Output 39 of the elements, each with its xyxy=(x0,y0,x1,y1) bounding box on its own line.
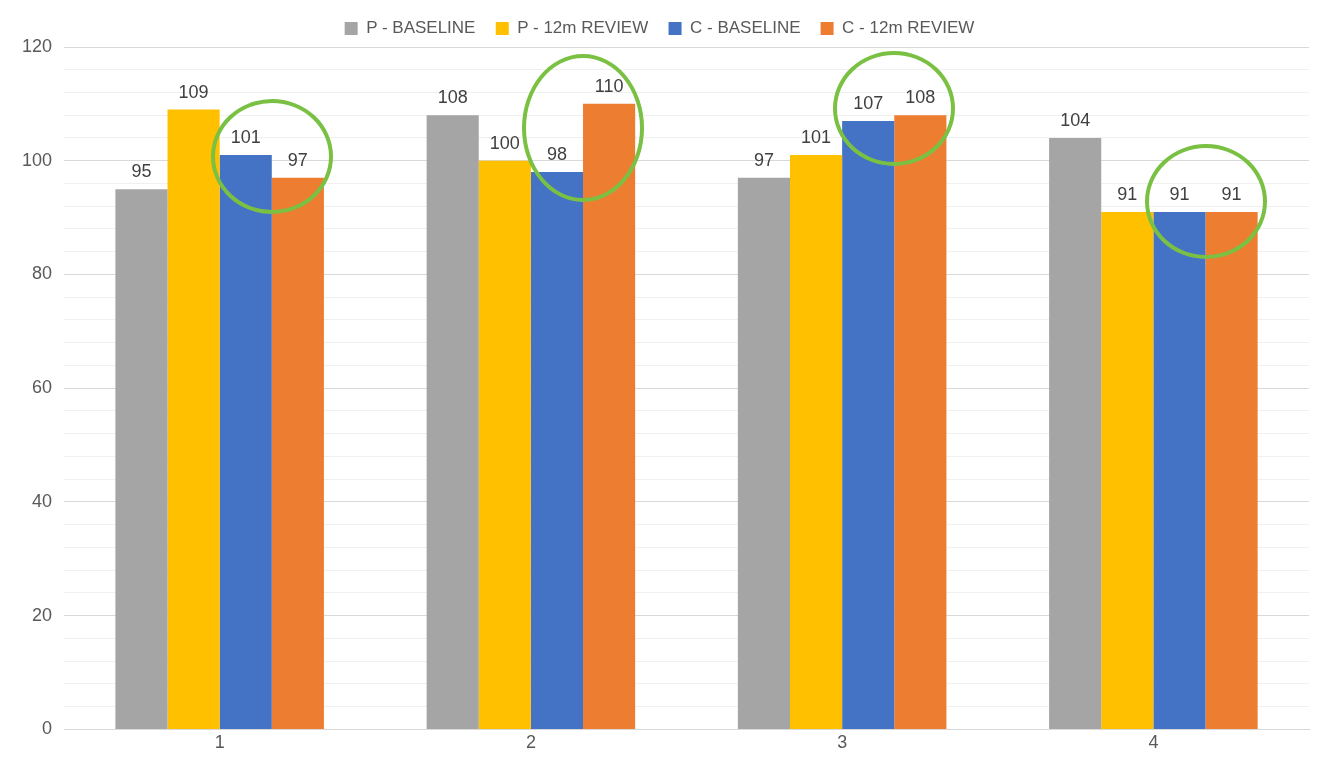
legend-label: P - BASELINE xyxy=(366,18,476,38)
y-tick-label: 60 xyxy=(32,377,53,398)
data-label: 97 xyxy=(287,149,308,170)
legend-label: C - BASELINE xyxy=(690,18,801,38)
data-label: 101 xyxy=(230,127,261,148)
y-tick-label: 0 xyxy=(42,718,53,739)
data-label: 98 xyxy=(546,144,567,165)
data-label: 108 xyxy=(437,87,468,108)
data-label: 104 xyxy=(1060,109,1091,130)
y-tick-label: 40 xyxy=(32,490,53,511)
x-tick-label: 4 xyxy=(1148,732,1159,753)
y-tick-label: 20 xyxy=(32,604,53,625)
data-label: 91 xyxy=(1117,183,1138,204)
data-label: 91 xyxy=(1221,183,1242,204)
bar xyxy=(426,115,479,729)
x-tick-label: 3 xyxy=(837,732,848,753)
data-label: 109 xyxy=(178,81,209,102)
data-label: 107 xyxy=(853,92,884,113)
data-label: 101 xyxy=(801,127,832,148)
y-tick-label: 100 xyxy=(21,149,53,170)
data-label: 97 xyxy=(753,149,774,170)
data-label: 110 xyxy=(594,75,624,96)
bar xyxy=(478,160,531,729)
bar xyxy=(167,109,220,729)
x-tick-label: 1 xyxy=(214,732,225,753)
y-tick-label: 120 xyxy=(21,35,53,56)
x-tick-label: 2 xyxy=(525,732,536,753)
legend-label: C - 12m REVIEW xyxy=(842,18,975,38)
data-label: 108 xyxy=(905,87,936,108)
legend-label: P - 12m REVIEW xyxy=(517,18,649,38)
data-label: 91 xyxy=(1169,183,1190,204)
bar xyxy=(790,155,843,729)
bar xyxy=(1049,137,1102,729)
data-label: 95 xyxy=(131,161,152,182)
data-label: 100 xyxy=(489,132,520,153)
bar xyxy=(115,189,168,729)
bar xyxy=(1101,211,1154,729)
bar xyxy=(737,177,790,729)
y-tick-label: 80 xyxy=(32,263,53,284)
